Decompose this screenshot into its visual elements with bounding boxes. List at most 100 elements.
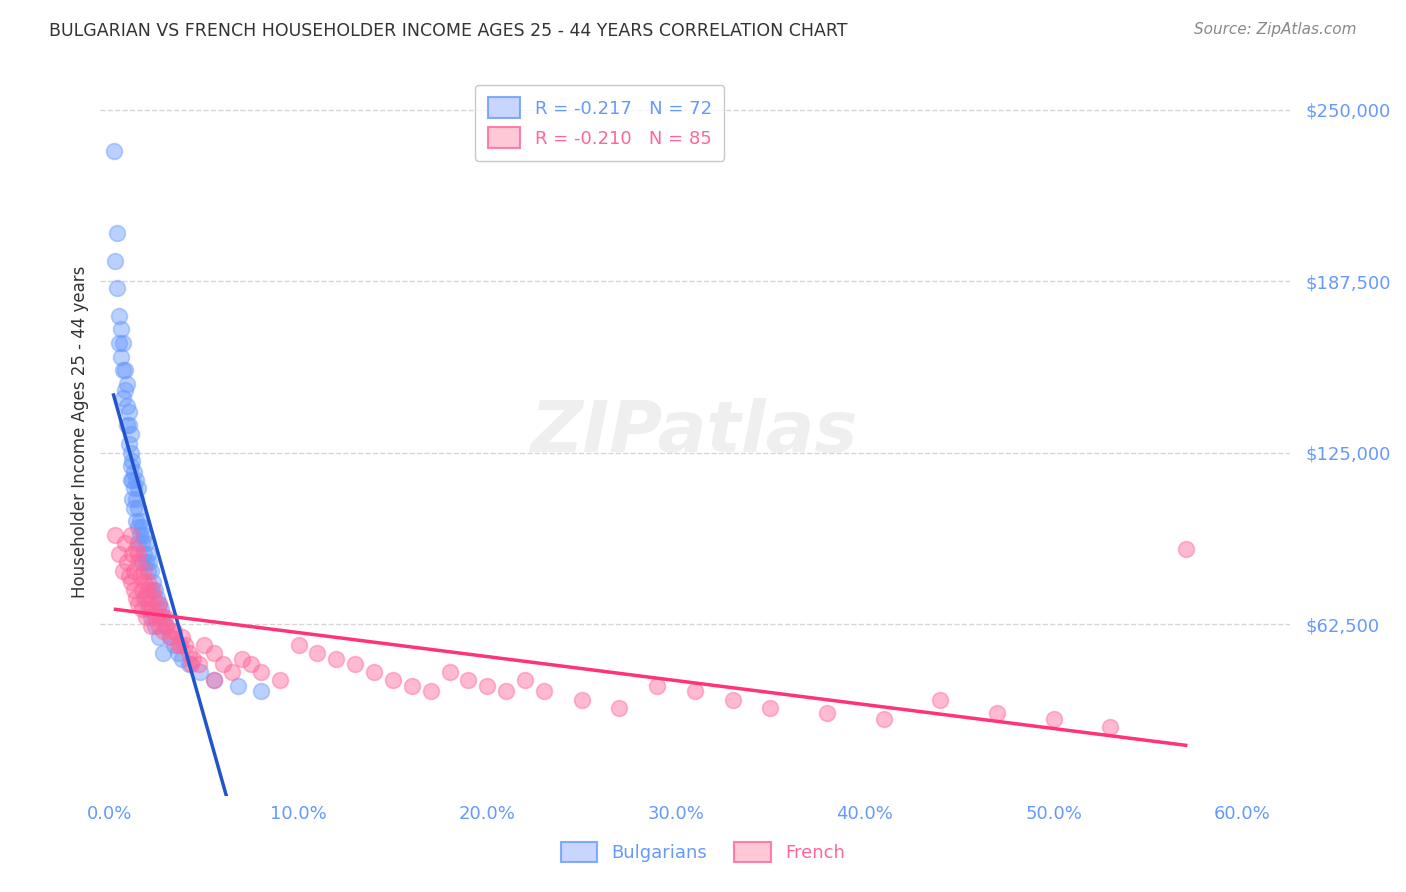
Point [155, 618, 177, 632]
Point [166, 638, 188, 652]
Point [124, 582, 146, 597]
Point [287, 638, 309, 652]
Point [132, 547, 155, 561]
Point [146, 602, 169, 616]
Point [170, 651, 193, 665]
Point [683, 684, 706, 698]
Point [153, 610, 176, 624]
Point [120, 446, 142, 460]
Point [104, 253, 127, 268]
Point [152, 646, 174, 660]
Point [152, 624, 174, 639]
Point [124, 564, 146, 578]
Point [127, 482, 149, 496]
Point [127, 520, 149, 534]
Point [125, 591, 148, 606]
Point [114, 363, 136, 377]
Point [143, 610, 166, 624]
Point [645, 679, 668, 693]
Point [166, 646, 188, 660]
Point [160, 624, 183, 639]
Point [131, 556, 153, 570]
Point [138, 597, 160, 611]
Point [132, 564, 155, 578]
Point [136, 574, 159, 589]
Point [269, 673, 291, 688]
Point [143, 618, 166, 632]
Point [419, 684, 441, 698]
Point [325, 651, 347, 665]
Point [121, 454, 143, 468]
Point [307, 646, 329, 660]
Point [108, 335, 131, 350]
Point [533, 684, 555, 698]
Point [249, 684, 271, 698]
Point [118, 404, 141, 418]
Point [118, 569, 141, 583]
Point [163, 638, 186, 652]
Point [226, 679, 249, 693]
Point [249, 665, 271, 680]
Point [131, 520, 153, 534]
Point [141, 582, 163, 597]
Point [135, 610, 157, 624]
Point [108, 309, 131, 323]
Text: Source: ZipAtlas.com: Source: ZipAtlas.com [1194, 22, 1357, 37]
Point [131, 602, 153, 616]
Point [174, 638, 197, 652]
Point [127, 500, 149, 515]
Point [240, 657, 263, 671]
Point [120, 528, 142, 542]
Point [110, 350, 132, 364]
Point [142, 582, 165, 597]
Point [193, 638, 215, 652]
Point [159, 630, 181, 644]
Point [181, 651, 204, 665]
Point [127, 597, 149, 611]
Point [111, 335, 134, 350]
Point [115, 399, 138, 413]
Point [381, 673, 404, 688]
Point [146, 591, 169, 606]
Point [105, 226, 128, 240]
Y-axis label: Householder Income Ages 25 - 44 years: Householder Income Ages 25 - 44 years [72, 266, 89, 599]
Point [118, 437, 141, 451]
Point [177, 646, 200, 660]
Point [143, 582, 166, 597]
Point [118, 418, 141, 433]
Point [202, 646, 225, 660]
Point [127, 547, 149, 561]
Point [721, 692, 744, 706]
Point [111, 391, 134, 405]
Point [125, 514, 148, 528]
Point [344, 657, 367, 671]
Point [148, 618, 170, 632]
Point [141, 564, 163, 578]
Point [132, 574, 155, 589]
Point [135, 591, 157, 606]
Point [121, 547, 143, 561]
Point [138, 556, 160, 570]
Point [111, 564, 134, 578]
Point [202, 673, 225, 688]
Point [141, 618, 163, 632]
Point [439, 665, 461, 680]
Legend: Bulgarians, French: Bulgarians, French [554, 834, 852, 870]
Point [1099, 720, 1122, 734]
Point [105, 281, 128, 295]
Point [111, 363, 134, 377]
Point [212, 657, 235, 671]
Point [815, 706, 838, 721]
Point [986, 706, 1008, 721]
Point [141, 602, 163, 616]
Point [124, 500, 146, 515]
Point [169, 638, 191, 652]
Point [142, 574, 165, 589]
Point [141, 610, 163, 624]
Point [163, 624, 186, 639]
Point [202, 673, 225, 688]
Point [114, 383, 136, 397]
Point [1174, 541, 1197, 556]
Point [104, 528, 127, 542]
Point [125, 473, 148, 487]
